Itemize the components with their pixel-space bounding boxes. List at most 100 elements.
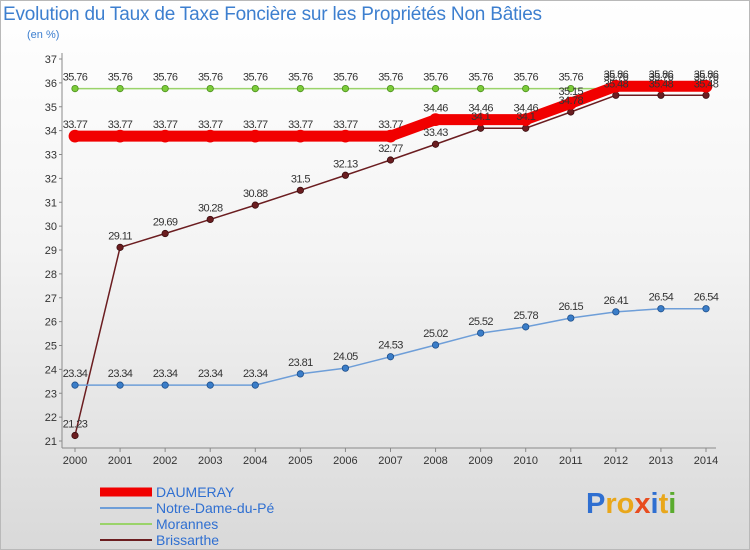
data-label-brissarthe: 30.88: [243, 188, 268, 200]
data-point-notre-dame-du-p-: [431, 341, 440, 349]
legend-swatch-morannes: [100, 523, 152, 525]
y-tick-label: 22: [45, 412, 57, 424]
data-label-morannes: 35.76: [513, 72, 538, 84]
x-tick-label: 2004: [243, 455, 267, 467]
data-point-daumeray: [609, 79, 623, 93]
data-label-notre-dame-du-p-: 24.53: [378, 340, 403, 352]
x-tick-label: 2010: [513, 455, 537, 467]
chart-subtitle: (en %): [27, 29, 60, 41]
legend-label-daumeray: DAUMERAY: [156, 484, 235, 500]
data-label-brissarthe: 34.1: [516, 111, 535, 123]
chart-title: Evolution du Taux de Taxe Foncière sur l…: [3, 4, 542, 25]
x-tick-label: 2002: [153, 455, 177, 467]
data-point-daumeray: [654, 79, 668, 93]
y-tick-label: 27: [45, 293, 57, 305]
data-point-brissarthe: [116, 243, 124, 251]
data-point-brissarthe: [296, 186, 304, 194]
data-label-daumeray: 35.15: [559, 86, 584, 98]
data-label-morannes: 35.76: [604, 72, 629, 84]
data-point-morannes: [161, 85, 169, 93]
data-label-notre-dame-du-p-: 25.78: [513, 310, 538, 322]
legend-item-daumeray: DAUMERAY: [100, 484, 360, 500]
legend-item-morannes: Morannes: [100, 516, 360, 532]
legend-label-brissarthe: Brissarthe: [156, 532, 220, 548]
data-label-morannes: 35.76: [288, 72, 313, 84]
data-label-morannes: 35.76: [649, 72, 674, 84]
data-point-morannes: [116, 85, 124, 93]
data-point-notre-dame-du-p-: [477, 329, 485, 337]
y-tick-label: 37: [45, 54, 57, 66]
data-label-brissarthe: 35.48: [604, 78, 629, 90]
data-label-daumeray: 35.86: [604, 69, 629, 81]
data-label-morannes: 35.76: [153, 72, 178, 84]
data-point-brissarthe: [161, 229, 169, 238]
data-label-daumeray: 33.77: [108, 119, 133, 131]
data-label-daumeray: 35.86: [694, 69, 719, 81]
data-label-brissarthe: 32.13: [333, 158, 358, 170]
y-tick-label: 33: [45, 150, 57, 162]
data-label-notre-dame-du-p-: 25.02: [423, 328, 448, 340]
data-label-brissarthe: 35.48: [694, 78, 719, 90]
data-point-brissarthe: [612, 91, 620, 99]
x-tick-label: 2005: [288, 455, 312, 467]
data-label-notre-dame-du-p-: 24.05: [333, 351, 358, 363]
data-label-brissarthe: 30.28: [198, 202, 223, 214]
y-tick-label: 35: [45, 102, 57, 114]
y-tick-label: 31: [45, 197, 57, 209]
data-point-daumeray: [203, 129, 217, 143]
data-point-notre-dame-du-p-: [657, 305, 665, 313]
data-point-daumeray: [113, 129, 127, 143]
data-point-daumeray: [384, 129, 397, 143]
data-label-daumeray: 33.77: [153, 119, 178, 131]
data-point-morannes: [296, 85, 304, 93]
data-label-brissarthe: 34.1: [471, 111, 490, 123]
logo-letter: i: [650, 488, 659, 520]
data-point-notre-dame-du-p-: [296, 370, 304, 378]
data-label-brissarthe: 32.77: [378, 143, 403, 155]
data-label-brissarthe: 29.69: [153, 217, 178, 229]
data-label-daumeray: 33.77: [288, 119, 313, 131]
data-label-notre-dame-du-p-: 23.34: [108, 368, 133, 380]
data-label-morannes: 35.76: [243, 72, 268, 84]
data-point-daumeray: [158, 129, 172, 143]
data-point-brissarthe: [71, 431, 79, 440]
data-label-morannes: 35.76: [378, 72, 403, 84]
logo-letter: P: [586, 488, 606, 520]
x-tick-label: 2003: [198, 455, 222, 467]
legend-item-notre-dame-du-pe: Notre-Dame-du-Pé: [100, 500, 360, 516]
data-point-brissarthe: [386, 156, 395, 164]
data-point-daumeray: [248, 129, 262, 143]
data-label-morannes: 35.76: [108, 72, 133, 84]
data-label-daumeray: 33.77: [333, 119, 358, 131]
data-point-brissarthe: [251, 201, 259, 209]
data-label-morannes: 35.76: [559, 72, 584, 84]
data-point-brissarthe: [206, 215, 214, 224]
x-tick-label: 2000: [63, 455, 87, 467]
data-point-morannes: [206, 85, 214, 93]
data-point-morannes: [251, 85, 259, 93]
data-point-notre-dame-du-p-: [161, 381, 169, 389]
data-point-morannes: [71, 85, 79, 93]
y-tick-label: 25: [45, 341, 57, 353]
x-tick-label: 2007: [378, 455, 402, 467]
data-point-morannes: [477, 85, 485, 93]
y-tick-label: 28: [45, 269, 57, 281]
legend-label-notre-dame-du-pe: Notre-Dame-du-Pé: [156, 500, 275, 516]
data-point-notre-dame-du-p-: [116, 381, 124, 389]
y-tick-label: 34: [45, 126, 57, 138]
data-label-brissarthe: 21.23: [63, 419, 88, 431]
data-label-notre-dame-du-p-: 23.34: [243, 368, 268, 380]
y-tick-label: 24: [45, 364, 57, 376]
data-label-notre-dame-du-p-: 23.34: [198, 368, 223, 380]
x-tick-label: 2001: [108, 455, 132, 467]
data-label-morannes: 35.76: [333, 72, 358, 84]
data-point-brissarthe: [657, 91, 665, 99]
data-label-brissarthe: 34.78: [559, 95, 584, 107]
data-label-daumeray: 33.77: [378, 119, 403, 131]
proxiti-logo: Proxiti: [586, 488, 676, 521]
data-point-daumeray: [519, 113, 533, 127]
legend-swatch-brissarthe: [100, 539, 152, 541]
data-point-daumeray: [293, 129, 307, 143]
data-point-notre-dame-du-p-: [206, 381, 214, 389]
